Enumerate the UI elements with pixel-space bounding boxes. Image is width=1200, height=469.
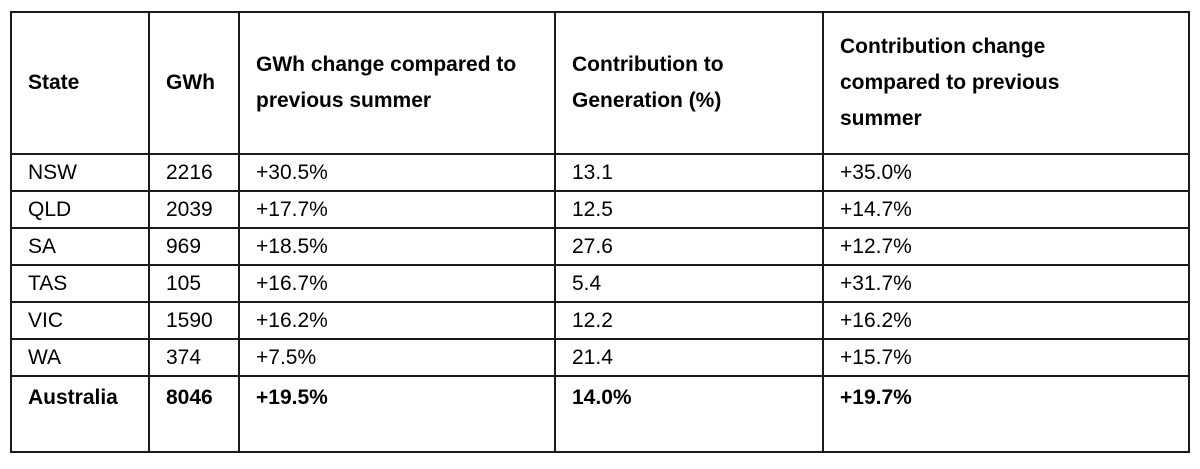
- cell-contribution-change: +14.7%: [822, 190, 1190, 229]
- cell-contribution-change: +16.2%: [822, 301, 1190, 340]
- cell-contribution: 27.6: [554, 227, 824, 266]
- cell-gwh-change: +17.7%: [238, 190, 556, 229]
- table-row: WA 374 +7.5% 21.4 +15.7%: [10, 338, 1190, 377]
- cell-state: QLD: [10, 190, 150, 229]
- cell-contribution: 21.4: [554, 338, 824, 377]
- header-state: State: [10, 11, 150, 155]
- header-row: State GWh GWh change compared to previou…: [10, 11, 1190, 155]
- cell-gwh: 1590: [148, 301, 240, 340]
- cell-contribution-change: +12.7%: [822, 227, 1190, 266]
- cell-contribution-change: +15.7%: [822, 338, 1190, 377]
- cell-gwh: 2216: [148, 153, 240, 192]
- cell-gwh: 105: [148, 264, 240, 303]
- cell-contribution: 13.1: [554, 153, 824, 192]
- table-row: SA 969 +18.5% 27.6 +12.7%: [10, 227, 1190, 266]
- data-table: State GWh GWh change compared to previou…: [10, 11, 1190, 453]
- total-state: Australia: [10, 375, 150, 453]
- cell-gwh: 2039: [148, 190, 240, 229]
- table-row: NSW 2216 +30.5% 13.1 +35.0%: [10, 153, 1190, 192]
- cell-gwh: 374: [148, 338, 240, 377]
- cell-state: SA: [10, 227, 150, 266]
- header-gwh-change: GWh change compared to previous summer: [238, 11, 556, 155]
- cell-gwh-change: +16.7%: [238, 264, 556, 303]
- cell-gwh-change: +18.5%: [238, 227, 556, 266]
- cell-gwh: 969: [148, 227, 240, 266]
- header-contribution-change: Contribution change compared to previous…: [822, 11, 1190, 155]
- cell-state: NSW: [10, 153, 150, 192]
- header-contribution: Contribution to Generation (%): [554, 11, 824, 155]
- cell-contribution: 5.4: [554, 264, 824, 303]
- total-row: Australia 8046 +19.5% 14.0% +19.7%: [10, 375, 1190, 453]
- cell-gwh-change: +30.5%: [238, 153, 556, 192]
- table-row: QLD 2039 +17.7% 12.5 +14.7%: [10, 190, 1190, 229]
- cell-state: WA: [10, 338, 150, 377]
- cell-contribution: 12.5: [554, 190, 824, 229]
- cell-contribution: 12.2: [554, 301, 824, 340]
- table-row: TAS 105 +16.7% 5.4 +31.7%: [10, 264, 1190, 303]
- total-gwh-change: +19.5%: [238, 375, 556, 453]
- cell-state: VIC: [10, 301, 150, 340]
- total-contribution-change: +19.7%: [822, 375, 1190, 453]
- cell-gwh-change: +7.5%: [238, 338, 556, 377]
- header-gwh: GWh: [148, 11, 240, 155]
- table-row: VIC 1590 +16.2% 12.2 +16.2%: [10, 301, 1190, 340]
- total-gwh: 8046: [148, 375, 240, 453]
- total-contribution: 14.0%: [554, 375, 824, 453]
- cell-contribution-change: +31.7%: [822, 264, 1190, 303]
- cell-state: TAS: [10, 264, 150, 303]
- cell-gwh-change: +16.2%: [238, 301, 556, 340]
- cell-contribution-change: +35.0%: [822, 153, 1190, 192]
